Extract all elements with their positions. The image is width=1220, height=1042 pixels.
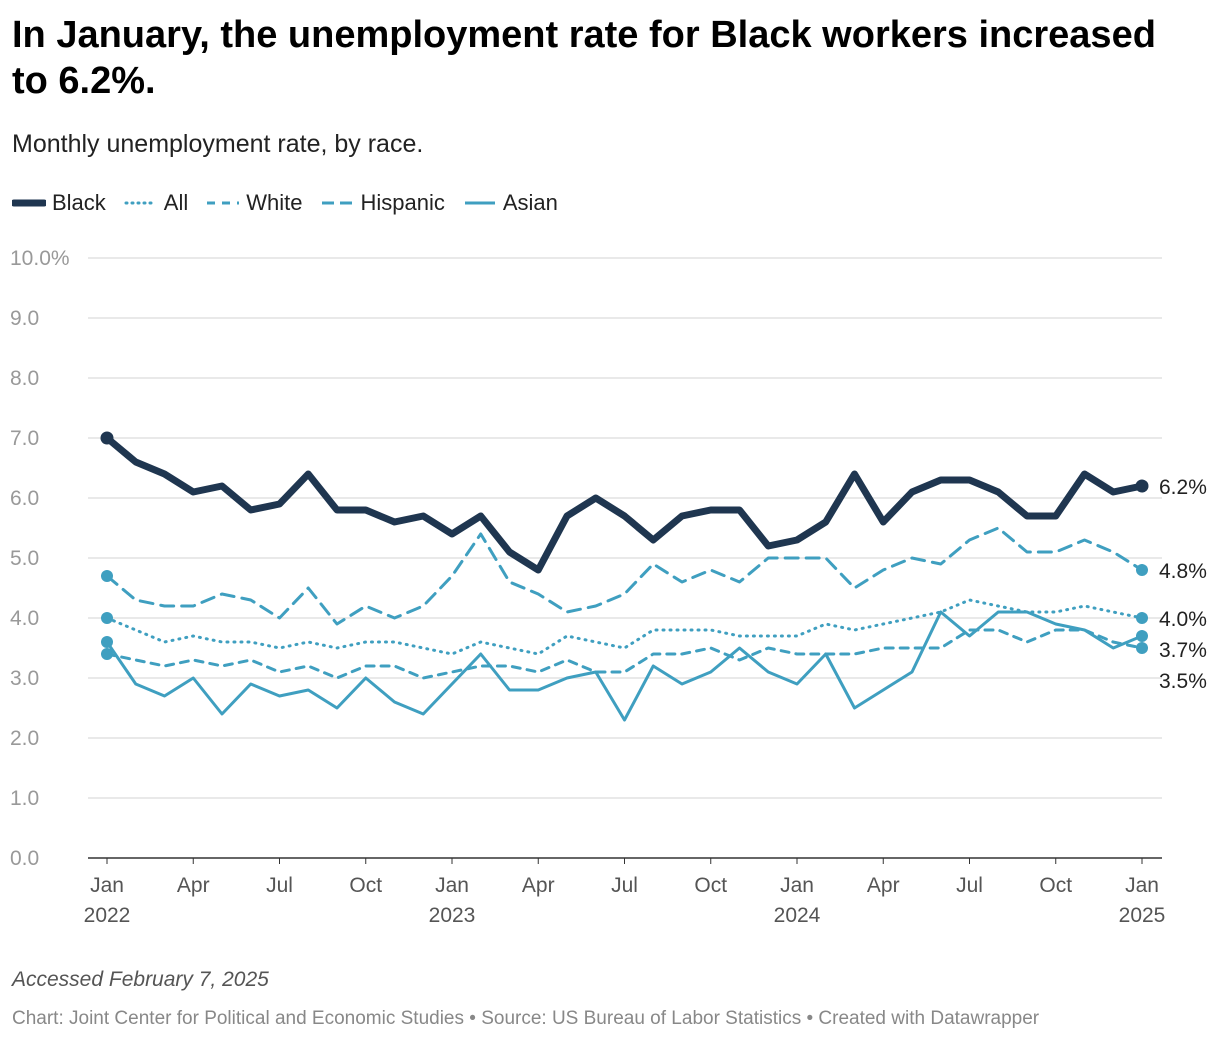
end-label-asian: 3.7% — [1159, 639, 1207, 662]
x-tick-year-label: 2023 — [429, 904, 476, 927]
series-end-point-black — [1135, 479, 1149, 493]
y-tick-label: 7.0 — [10, 427, 39, 450]
y-tick-label: 10.0% — [10, 247, 70, 270]
series-start-point-all — [101, 612, 113, 624]
end-label-hispanic: 4.8% — [1159, 560, 1207, 583]
x-tick-label: Apr — [177, 874, 210, 897]
legend-swatch-all — [124, 201, 158, 205]
x-tick-label: Oct — [1039, 874, 1072, 897]
x-tick-year-label: 2025 — [1119, 904, 1166, 927]
series-end-point-all — [1136, 612, 1148, 624]
end-label-black: 6.2% — [1159, 476, 1207, 499]
x-tick-label: Apr — [522, 874, 555, 897]
end-label-all: 4.0% — [1159, 608, 1207, 631]
series-end-point-asian — [1136, 630, 1148, 642]
x-tick-label: Jan — [90, 874, 124, 897]
y-tick-label: 3.0 — [10, 667, 39, 690]
legend-item-white: White — [206, 190, 303, 216]
x-tick-label: Oct — [349, 874, 382, 897]
legend-item-hispanic: Hispanic — [321, 190, 445, 216]
y-tick-label: 9.0 — [10, 307, 39, 330]
series-start-point-white — [101, 648, 113, 660]
end-label-white: 3.5% — [1159, 670, 1207, 693]
series-end-point-white — [1136, 642, 1148, 654]
series-start-point-hispanic — [101, 570, 113, 582]
x-tick-label: Oct — [694, 874, 727, 897]
legend-label-white: White — [246, 190, 303, 215]
x-tick-year-label: 2024 — [774, 904, 821, 927]
chart-title: In January, the unemployment rate for Bl… — [12, 14, 1156, 102]
chart-subtitle: Monthly unemployment rate, by race. — [12, 130, 424, 158]
legend-swatch-hispanic — [321, 201, 354, 205]
legend-label-hispanic: Hispanic — [360, 190, 445, 215]
x-tick-label: Jan — [780, 874, 814, 897]
legend-swatch-white — [207, 201, 240, 205]
series-line-asian — [105, 610, 1144, 722]
y-tick-label: 1.0 — [10, 787, 39, 810]
y-tick-label: 4.0 — [10, 607, 39, 630]
series-line-all — [105, 598, 1144, 656]
chart-byline: Chart: Joint Center for Political and Ec… — [12, 1008, 1040, 1029]
legend-swatch-asian — [464, 201, 495, 205]
series-start-point-black — [100, 431, 114, 445]
series-start-point-asian — [101, 636, 113, 648]
x-tick-label: Apr — [867, 874, 900, 897]
x-tick-label: Jul — [266, 874, 293, 897]
legend-swatch-black — [12, 199, 46, 207]
series-end-point-hispanic — [1136, 564, 1148, 576]
x-tick-label: Jul — [956, 874, 983, 897]
x-tick-label: Jan — [1125, 874, 1159, 897]
legend-label-all: All — [163, 190, 189, 215]
x-tick-year-label: 2022 — [84, 904, 131, 927]
y-tick-label: 8.0 — [10, 367, 39, 390]
y-tick-label: 6.0 — [10, 487, 39, 510]
legend: Black All White Hispanic Asian — [12, 190, 576, 216]
legend-item-all: All — [124, 190, 188, 216]
legend-label-asian: Asian — [502, 190, 558, 215]
x-tick-label: Jul — [611, 874, 638, 897]
x-tick-label: Jan — [435, 874, 469, 897]
legend-label-black: Black — [52, 190, 106, 215]
y-tick-label: 2.0 — [10, 727, 39, 750]
series-line-white — [105, 628, 1144, 680]
legend-item-asian: Asian — [463, 190, 558, 216]
y-tick-label: 5.0 — [10, 547, 39, 570]
y-tick-label: 0.0 — [10, 847, 39, 870]
line-chart: 0.0 1.0 2.0 3.0 4.0 5.0 6.0 7.0 8.0 9.0 10.0% Jan 20… — [10, 247, 1207, 927]
legend-item-black: Black — [12, 190, 106, 216]
chart-notes: Accessed February 7, 2025 — [12, 968, 269, 991]
series-line-hispanic — [105, 526, 1144, 626]
series-line-black — [103, 434, 1146, 574]
